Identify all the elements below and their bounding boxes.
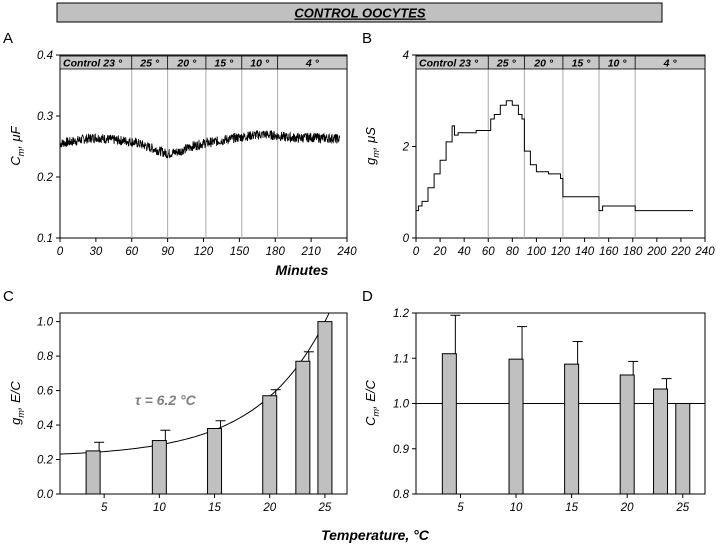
- y-tick-label: 1.0: [393, 399, 410, 411]
- y-tick-label: 0.6: [37, 386, 54, 398]
- y-axis-label: Cm, E/C: [363, 380, 381, 426]
- y-tick-label: 0.8: [393, 489, 410, 501]
- y-tick-label: 4: [403, 50, 409, 62]
- x-tick-label: 160: [599, 246, 619, 258]
- y-tick-label: 0.2: [37, 172, 54, 184]
- x-tick-label: 60: [125, 246, 138, 258]
- panel-a-cm-time-course: 0.1 0.2 0.3 0.4 0 30 60 90 120 150 180 210 240 Contro…: [8, 50, 357, 258]
- panel-d-cm-vs-temperature: 0.8 0.9 1.0 1.1 1.2 5 10 15 20 25 Cm, E/C: [363, 308, 706, 514]
- x-tick-label: 200: [646, 246, 667, 258]
- bar: [564, 363, 580, 495]
- y-tick-label: 0: [403, 233, 410, 245]
- x-tick-label: 5: [101, 502, 108, 514]
- y-tick-label: 0.3: [37, 111, 54, 123]
- x-tick-label: 220: [670, 246, 691, 258]
- condition-label: 20 °: [176, 58, 197, 70]
- x-tick-label: 10: [510, 502, 523, 514]
- gm-trace: [416, 100, 693, 212]
- plot-frame: [59, 54, 348, 239]
- y-tick-label: 0.4: [37, 420, 53, 432]
- shared-x-label-temperature: Temperature, °C: [321, 527, 430, 543]
- x-tick-label: 40: [458, 246, 471, 258]
- y-tick-label: 0.9: [393, 444, 410, 456]
- x-tick-label: 240: [336, 246, 357, 258]
- x-tick-label: 15: [565, 502, 578, 514]
- y-axis-label: gm, E/C: [8, 381, 26, 425]
- condition-label: 4 °: [305, 58, 320, 70]
- x-tick-label: 20: [262, 502, 276, 514]
- x-tick-label: 10: [153, 502, 166, 514]
- bar: [441, 353, 457, 495]
- panel-c-gm-vs-temperature: 0.0 0.2 0.4 0.6 0.8 1.0 5 10 15 20 25 τ = 6.2 °C gm,…: [8, 312, 348, 514]
- panel-letter-b: B: [362, 30, 372, 47]
- x-tick-label: 20: [620, 502, 634, 514]
- x-tick-label: 5: [457, 502, 464, 514]
- panel-letter-d: D: [362, 288, 373, 305]
- y-tick-label: 0.8: [37, 351, 54, 363]
- y-tick-label: 0.4: [37, 50, 53, 62]
- panel-letter-a: A: [3, 30, 13, 47]
- plot-frame: [59, 312, 348, 495]
- condition-label: 4 °: [663, 58, 678, 70]
- figure-title: CONTROL OOCYTES: [294, 6, 426, 21]
- cm-trace: [59, 130, 341, 159]
- x-tick-label: 210: [301, 246, 322, 258]
- bar: [675, 403, 691, 495]
- figure-title-banner: [56, 2, 663, 23]
- bar: [151, 440, 167, 495]
- bar: [262, 395, 278, 495]
- x-tick-label: 240: [694, 246, 715, 258]
- y-tick-label: 1.1: [393, 353, 409, 365]
- y-axis-label: gm, μS: [363, 127, 381, 165]
- condition-label: Control 23 °: [63, 58, 123, 70]
- x-tick-label: 180: [266, 246, 286, 258]
- exponential-fit-curve: [59, 312, 330, 455]
- x-tick-label: 15: [208, 502, 221, 514]
- bar: [619, 374, 635, 495]
- x-tick-label: 0: [413, 246, 420, 258]
- bar: [207, 427, 223, 495]
- x-tick-label: 25: [318, 502, 332, 514]
- tau-annotation: τ = 6.2 °C: [135, 392, 197, 408]
- condition-label: 15 °: [572, 58, 592, 70]
- condition-label: 10 °: [250, 58, 270, 70]
- x-tick-label: 20: [433, 246, 447, 258]
- y-tick-label: 1.2: [393, 308, 410, 320]
- x-tick-label: 0: [57, 246, 64, 258]
- bar: [295, 360, 311, 495]
- x-tick-label: 180: [623, 246, 643, 258]
- y-axis-label: Cm, μF: [8, 125, 26, 165]
- bar: [317, 321, 333, 495]
- x-tick-label: 100: [527, 246, 547, 258]
- bar: [653, 388, 669, 495]
- x-tick-label: 25: [675, 502, 689, 514]
- condition-label: 10 °: [608, 58, 628, 70]
- y-tick-label: 1.0: [37, 317, 54, 329]
- panel-letter-c: C: [3, 288, 14, 305]
- condition-label: 25 °: [496, 58, 517, 70]
- x-tick-label: 90: [161, 246, 174, 258]
- y-tick-label: 0.1: [37, 233, 53, 245]
- condition-label: Control 23 °: [419, 58, 479, 70]
- y-tick-label: 2: [402, 142, 410, 154]
- x-tick-label: 80: [506, 246, 519, 258]
- x-tick-label: 140: [575, 246, 595, 258]
- bar: [85, 450, 101, 495]
- condition-label: 25 °: [139, 58, 160, 70]
- shared-x-label-minutes: Minutes: [276, 262, 329, 278]
- condition-label: 20 °: [533, 58, 554, 70]
- x-tick-label: 60: [482, 246, 495, 258]
- x-tick-label: 120: [551, 246, 571, 258]
- bar: [508, 358, 524, 495]
- y-tick-label: 0.2: [37, 455, 54, 467]
- condition-label: 15 °: [214, 58, 234, 70]
- x-tick-label: 120: [194, 246, 214, 258]
- y-tick-label: 0.0: [37, 489, 54, 501]
- x-tick-label: 30: [89, 246, 102, 258]
- x-tick-label: 150: [230, 246, 250, 258]
